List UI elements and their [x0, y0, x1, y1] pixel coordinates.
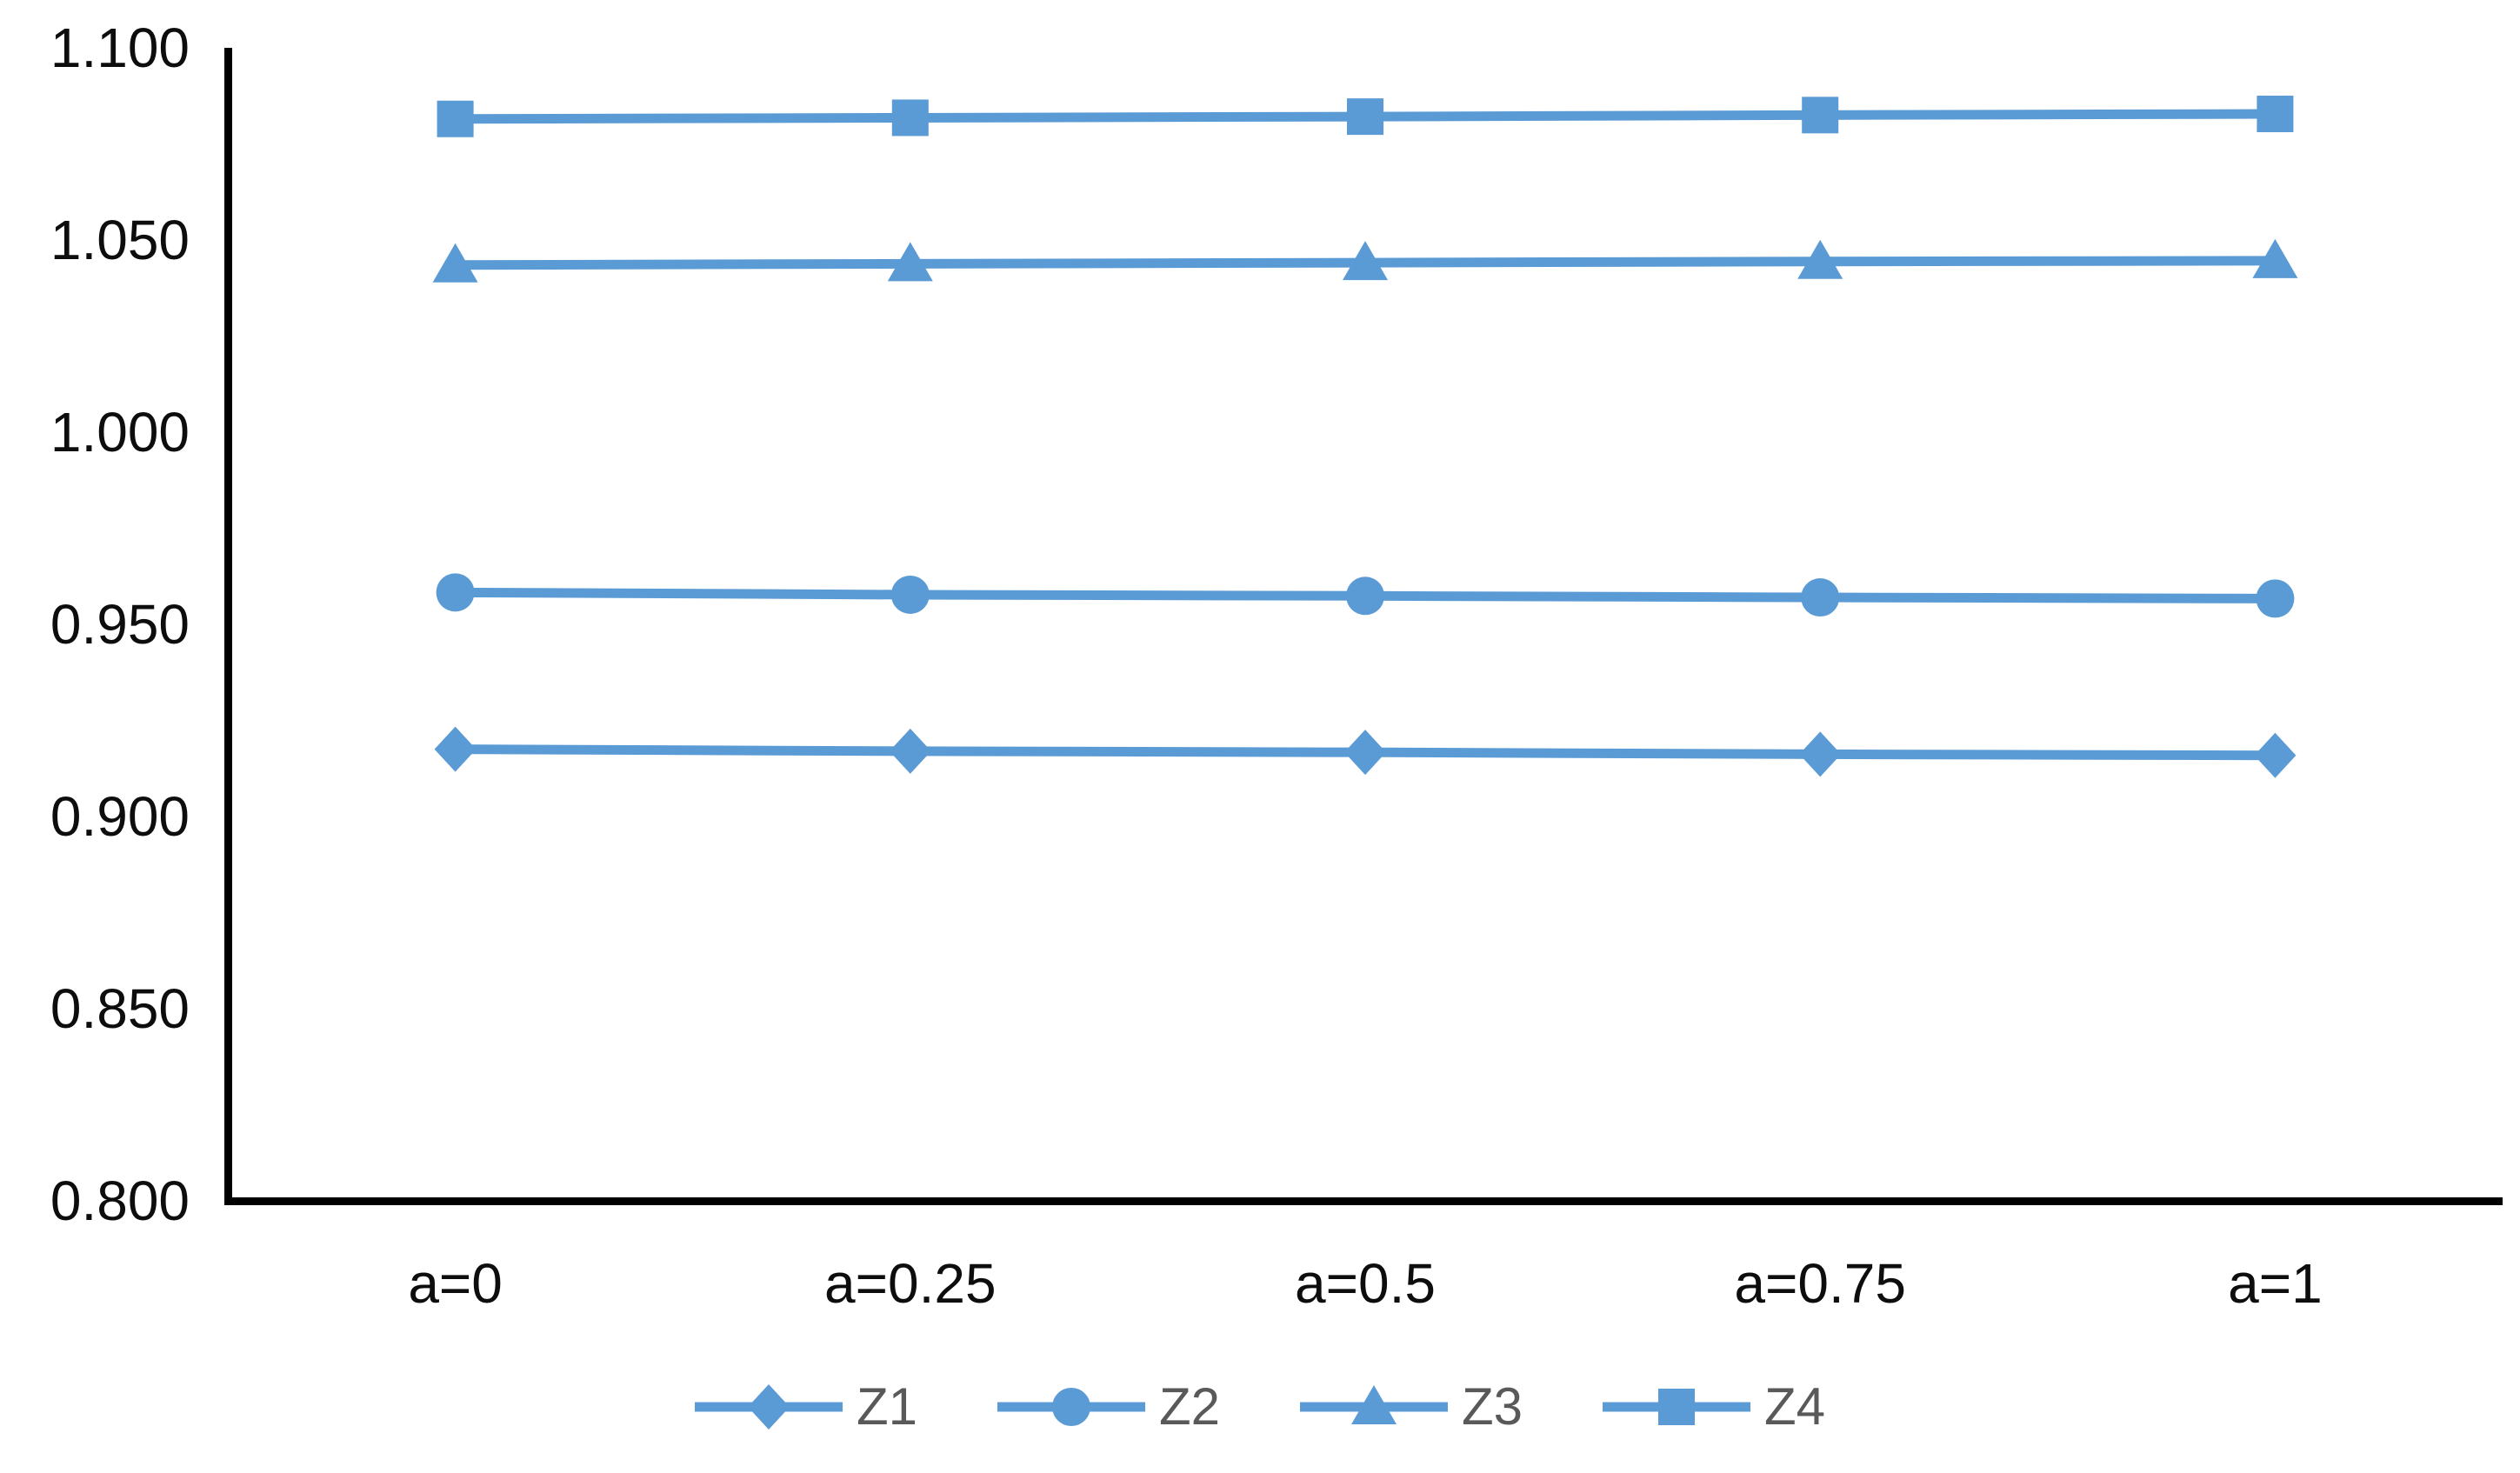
y-axis-line: [224, 48, 232, 1205]
diamond-data-point: [747, 1384, 790, 1430]
diamond-data-point: [2254, 732, 2297, 778]
legend-diamond-line-icon: [694, 1384, 843, 1430]
x-tick-label: a=0.75: [1734, 1252, 1906, 1315]
square-data-point: [891, 99, 929, 137]
circle-data-point: [1051, 1388, 1090, 1426]
legend-item-z1: Z1: [694, 1377, 917, 1436]
legend-item-z4: Z4: [1603, 1379, 1825, 1435]
x-tick-label: a=1: [2228, 1252, 2323, 1315]
diamond-data-point: [889, 728, 931, 774]
square-data-point: [1658, 1389, 1696, 1425]
x-tick-label: a=0.25: [824, 1252, 997, 1315]
x-tick-label: a=0.5: [1295, 1252, 1436, 1315]
diamond-data-point: [434, 726, 477, 772]
circle-data-point: [2256, 579, 2295, 618]
legend-triangle-line-icon: [1300, 1385, 1448, 1424]
circle-data-point: [1801, 578, 1840, 617]
diamond-data-point: [1344, 730, 1386, 776]
y-tick-label: 0.900: [50, 785, 190, 848]
circle-data-point: [1346, 577, 1384, 616]
square-data-point: [1347, 98, 1383, 136]
triangle-data-point: [887, 242, 933, 282]
x-axis-line: [224, 1197, 2503, 1205]
legend-label: Z3: [1462, 1377, 1523, 1436]
y-tick-label: 1.050: [50, 209, 190, 271]
square-data-point: [2257, 96, 2294, 133]
triangle-data-point: [2252, 238, 2298, 278]
triangle-data-point: [432, 243, 478, 283]
series-Z1: [434, 726, 2297, 778]
legend-label: Z1: [856, 1377, 917, 1436]
x-tick-label: a=0: [408, 1252, 503, 1315]
legend-square-line-icon: [1603, 1389, 1751, 1425]
triangle-data-point: [1797, 239, 1843, 279]
diamond-data-point: [1799, 731, 1842, 777]
plot-area: [432, 96, 2298, 778]
triangle-data-point: [1351, 1385, 1397, 1424]
y-tick-label: 0.850: [50, 977, 190, 1040]
series-Z4: [437, 96, 2294, 137]
series-Z3: [432, 238, 2298, 283]
square-data-point: [1802, 97, 1839, 134]
square-data-point: [437, 100, 474, 137]
circle-data-point: [436, 573, 475, 612]
legend-item-z2: Z2: [997, 1379, 1220, 1435]
triangle-data-point: [1343, 241, 1388, 281]
legend-circle-line-icon: [997, 1388, 1145, 1426]
y-tick-label: 1.000: [50, 401, 190, 463]
legend: Z1 Z2 Z3 Z4: [0, 1379, 2520, 1435]
series-Z2: [436, 573, 2295, 618]
y-tick-label: 0.950: [50, 593, 190, 656]
legend-item-z3: Z3: [1300, 1379, 1523, 1435]
y-tick-label: 1.100: [50, 17, 190, 79]
y-tick-label: 0.800: [50, 1170, 190, 1232]
legend-label: Z2: [1158, 1377, 1220, 1436]
legend-label: Z4: [1764, 1377, 1826, 1436]
circle-data-point: [890, 575, 930, 614]
